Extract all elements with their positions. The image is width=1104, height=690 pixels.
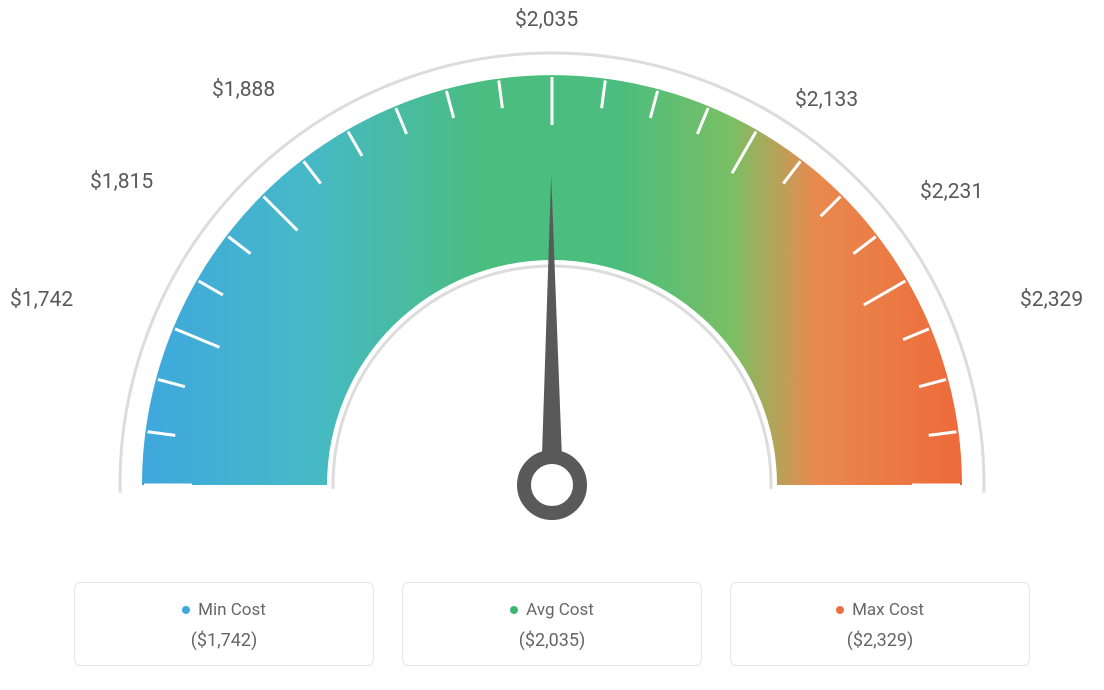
gauge-chart: $1,742 $1,815 $1,888 $2,035 $2,133 $2,231 $2,3… <box>0 0 1104 540</box>
gauge-tick-label: $2,231 <box>920 180 983 204</box>
gauge-tick-label: $1,888 <box>212 78 275 102</box>
legend-max-value: ($2,329) <box>731 630 1029 651</box>
legend-min-label: Min Cost <box>198 600 266 620</box>
gauge-needle-hub <box>524 457 580 513</box>
legend-avg-label: Avg Cost <box>526 600 594 620</box>
dot-icon <box>182 606 190 614</box>
legend-card-min: Min Cost ($1,742) <box>74 582 374 666</box>
dot-icon <box>836 606 844 614</box>
gauge-svg <box>92 30 1012 540</box>
gauge-tick-label: $2,329 <box>1020 288 1083 312</box>
legend-max-label: Max Cost <box>852 600 924 620</box>
legend-row: Min Cost ($1,742) Avg Cost ($2,035) Max … <box>74 582 1030 666</box>
legend-card-avg: Avg Cost ($2,035) <box>402 582 702 666</box>
legend-avg-value: ($2,035) <box>403 630 701 651</box>
dot-icon <box>510 606 518 614</box>
legend-min-value: ($1,742) <box>75 630 373 651</box>
gauge-tick-label: $2,035 <box>515 8 578 32</box>
gauge-tick-label: $1,815 <box>90 170 153 194</box>
gauge-tick-label: $1,742 <box>10 288 73 312</box>
gauge-tick-label: $2,133 <box>795 88 858 112</box>
legend-card-max: Max Cost ($2,329) <box>730 582 1030 666</box>
